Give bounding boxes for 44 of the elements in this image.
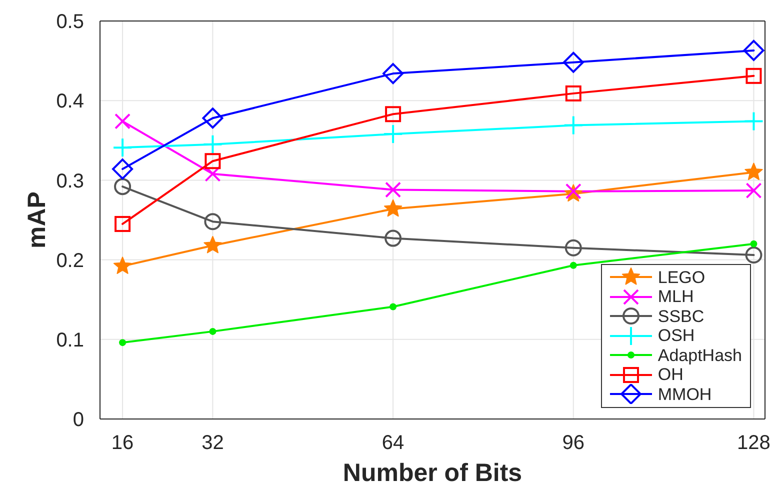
point (745, 246, 762, 264)
point (382, 63, 404, 84)
point (746, 68, 762, 84)
point (112, 158, 134, 180)
point (114, 216, 131, 232)
legend-label: OH (658, 365, 684, 384)
point (204, 153, 221, 170)
legend-label: OSH (658, 326, 695, 346)
point (202, 108, 224, 129)
x-tick-label: 96 (562, 432, 585, 454)
y-tick-label: 0.3 (56, 170, 84, 192)
y-tick-label: 0 (72, 409, 84, 432)
point (564, 239, 582, 256)
point (570, 262, 577, 269)
y-tick-label: 0.1 (56, 330, 84, 352)
point (743, 40, 764, 61)
point (385, 106, 402, 122)
y-tick-label: 0.5 (56, 11, 84, 34)
legend-label: MLH (658, 287, 694, 306)
point (209, 328, 216, 335)
point (114, 178, 132, 196)
x-tick-label: 16 (111, 432, 134, 454)
point (565, 85, 582, 102)
legend-label: AdaptHash (658, 346, 742, 365)
x-tick-label: 64 (382, 432, 404, 454)
legend-label: SSBC (658, 306, 704, 326)
point (384, 199, 402, 217)
point (113, 256, 132, 274)
point (204, 213, 222, 230)
point (390, 303, 397, 310)
y-axis-title: mAP (22, 192, 51, 248)
x-tick-label: 32 (202, 432, 224, 454)
point (562, 52, 584, 73)
y-tick-label: 0.4 (56, 90, 84, 113)
legend-label: LEGO (658, 268, 706, 287)
x-tick-label: 128 (737, 432, 770, 454)
legend-label: MMOH (658, 384, 712, 404)
x-axis-title: Number of Bits (342, 459, 522, 487)
point (204, 236, 222, 254)
point (384, 230, 402, 247)
point (119, 339, 126, 346)
y-tick-label: 0.2 (56, 250, 84, 272)
point (744, 162, 763, 180)
point (750, 240, 758, 248)
